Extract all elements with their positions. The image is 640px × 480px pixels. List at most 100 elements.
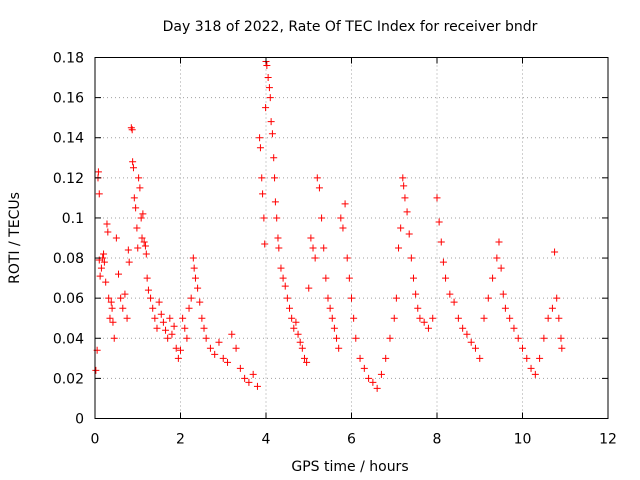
data-point bbox=[132, 204, 140, 212]
data-point bbox=[228, 330, 236, 338]
data-point bbox=[320, 244, 328, 252]
data-point bbox=[369, 378, 377, 386]
data-point bbox=[138, 234, 146, 242]
data-point bbox=[292, 318, 300, 326]
x-tick-label: 4 bbox=[262, 432, 271, 448]
data-point bbox=[433, 194, 441, 202]
data-point bbox=[139, 210, 147, 218]
data-point bbox=[495, 238, 503, 246]
data-point bbox=[446, 290, 454, 298]
data-point bbox=[480, 314, 488, 322]
data-point bbox=[377, 370, 385, 378]
data-point bbox=[141, 242, 149, 250]
data-point bbox=[324, 294, 332, 302]
data-point bbox=[416, 314, 424, 322]
data-point bbox=[335, 344, 343, 352]
data-point bbox=[270, 154, 278, 162]
data-point bbox=[200, 324, 208, 332]
data-point bbox=[326, 304, 334, 312]
data-point bbox=[442, 274, 450, 282]
data-point bbox=[128, 126, 136, 134]
data-point bbox=[95, 190, 103, 198]
data-point bbox=[166, 314, 174, 322]
data-point bbox=[501, 304, 509, 312]
data-point bbox=[170, 322, 178, 330]
data-point bbox=[103, 220, 111, 228]
data-point bbox=[256, 134, 264, 142]
data-point bbox=[536, 354, 544, 362]
data-point bbox=[115, 270, 123, 278]
data-point bbox=[557, 334, 565, 342]
data-point bbox=[484, 294, 492, 302]
y-tick-label: 0.06 bbox=[53, 291, 84, 307]
data-point bbox=[489, 274, 497, 282]
data-point bbox=[194, 284, 202, 292]
data-point bbox=[414, 304, 422, 312]
data-point bbox=[341, 200, 349, 208]
data-point bbox=[117, 294, 125, 302]
data-point bbox=[124, 246, 132, 254]
data-point bbox=[97, 264, 105, 272]
data-point bbox=[322, 274, 330, 282]
data-point bbox=[92, 366, 100, 374]
data-point bbox=[328, 314, 336, 322]
data-point bbox=[283, 294, 291, 302]
data-point bbox=[162, 326, 170, 334]
data-point bbox=[527, 364, 535, 372]
data-point bbox=[190, 264, 198, 272]
data-point bbox=[373, 384, 381, 392]
data-point bbox=[151, 314, 159, 322]
data-point bbox=[439, 258, 447, 266]
data-point bbox=[348, 294, 355, 302]
data-point bbox=[177, 346, 184, 354]
data-point bbox=[172, 344, 180, 352]
data-point bbox=[137, 214, 145, 222]
data-point bbox=[196, 298, 204, 306]
data-point bbox=[454, 314, 462, 322]
data-point bbox=[215, 338, 223, 346]
data-point bbox=[412, 290, 420, 298]
grid-lines bbox=[95, 57, 608, 419]
data-point bbox=[290, 324, 298, 332]
data-point bbox=[245, 378, 253, 386]
data-point bbox=[273, 214, 281, 222]
data-point bbox=[253, 382, 261, 390]
data-point bbox=[112, 234, 120, 242]
data-point bbox=[397, 224, 405, 232]
data-point bbox=[305, 284, 313, 292]
data-point bbox=[123, 314, 131, 322]
data-point bbox=[191, 274, 199, 282]
data-point bbox=[352, 334, 360, 342]
data-point bbox=[147, 294, 155, 302]
data-point bbox=[510, 324, 518, 332]
data-point bbox=[241, 374, 249, 382]
data-point bbox=[232, 344, 240, 352]
data-point bbox=[109, 318, 117, 326]
data-point bbox=[405, 230, 413, 238]
data-point bbox=[467, 338, 475, 346]
chart-title: Day 318 of 2022, Rate Of TEC Index for r… bbox=[163, 19, 538, 35]
data-point bbox=[264, 74, 272, 82]
data-point bbox=[281, 282, 289, 290]
data-point bbox=[420, 318, 428, 326]
data-point bbox=[202, 334, 210, 342]
data-point bbox=[298, 344, 306, 352]
data-point bbox=[183, 334, 191, 342]
data-point bbox=[249, 370, 257, 378]
data-point bbox=[279, 274, 287, 282]
data-point bbox=[497, 264, 505, 272]
data-point bbox=[296, 338, 304, 346]
data-point bbox=[265, 84, 273, 92]
data-point bbox=[144, 286, 152, 294]
data-point bbox=[365, 374, 373, 382]
data-point bbox=[108, 304, 116, 312]
data-point bbox=[309, 244, 317, 252]
x-tick-labels: 0 2 4 6 8 10 12 bbox=[91, 432, 617, 448]
data-point bbox=[401, 194, 409, 202]
data-point bbox=[318, 214, 326, 222]
data-point bbox=[300, 354, 308, 362]
data-point bbox=[343, 254, 351, 262]
data-point bbox=[206, 344, 214, 352]
data-point bbox=[339, 224, 347, 232]
